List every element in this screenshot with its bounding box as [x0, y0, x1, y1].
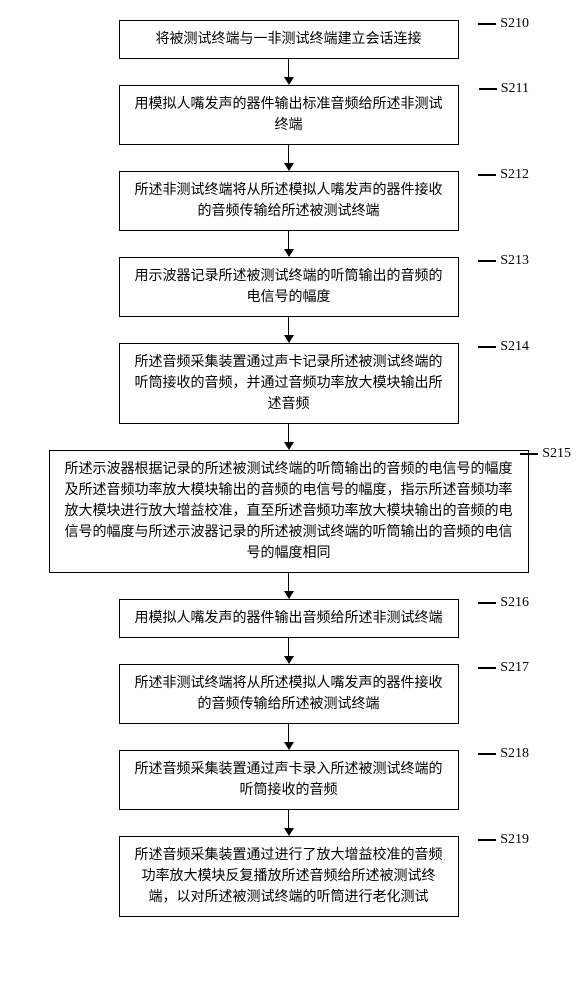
step-node: 用模拟人嘴发声的器件输出音频给所述非测试终端	[119, 599, 459, 638]
step-id: S212	[500, 167, 529, 182]
arrow	[284, 59, 294, 85]
step-row-S210: 将被测试终端与一非测试终端建立会话连接 S210	[10, 20, 567, 59]
step-label: S213	[478, 253, 529, 269]
step-row-S215: 所述示波器根据记录的所述被测试终端的听筒输出的音频的电信号的幅度及所述音频功率放…	[10, 450, 567, 573]
arrow	[284, 145, 294, 171]
step-label: S216	[478, 595, 529, 611]
arrow	[284, 724, 294, 750]
step-node: 所述非测试终端将从所述模拟人嘴发声的器件接收的音频传输给所述被测试终端	[119, 664, 459, 724]
step-label: S211	[479, 81, 529, 97]
step-label: S219	[478, 832, 529, 848]
step-id: S218	[500, 746, 529, 761]
step-row-S212: 所述非测试终端将从所述模拟人嘴发声的器件接收的音频传输给所述被测试终端 S212	[10, 171, 567, 231]
arrow	[284, 573, 294, 599]
step-node: 将被测试终端与一非测试终端建立会话连接	[119, 20, 459, 59]
step-node: 所述非测试终端将从所述模拟人嘴发声的器件接收的音频传输给所述被测试终端	[119, 171, 459, 231]
step-label: S210	[478, 16, 529, 32]
arrow	[284, 317, 294, 343]
step-row-S211: 用模拟人嘴发声的器件输出标准音频给所述非测试终端 S211	[10, 85, 567, 145]
step-row-S218: 所述音频采集装置通过声卡录入所述被测试终端的听筒接收的音频 S218	[10, 750, 567, 810]
step-node: 所述示波器根据记录的所述被测试终端的听筒输出的音频的电信号的幅度及所述音频功率放…	[49, 450, 529, 573]
step-row-S213: 用示波器记录所述被测试终端的听筒输出的音频的电信号的幅度 S213	[10, 257, 567, 317]
step-node: 所述音频采集装置通过声卡录入所述被测试终端的听筒接收的音频	[119, 750, 459, 810]
step-label: S214	[478, 339, 529, 355]
arrow	[284, 810, 294, 836]
step-id: S214	[500, 339, 529, 354]
step-node: 用示波器记录所述被测试终端的听筒输出的音频的电信号的幅度	[119, 257, 459, 317]
step-id: S213	[500, 253, 529, 268]
step-id: S210	[500, 16, 529, 31]
arrow	[284, 424, 294, 450]
arrow	[284, 231, 294, 257]
step-label: S212	[478, 167, 529, 183]
step-id: S215	[542, 446, 571, 461]
step-row-S219: 所述音频采集装置通过进行了放大增益校准的音频功率放大模块反复播放所述音频给所述被…	[10, 836, 567, 917]
step-row-S214: 所述音频采集装置通过声卡记录所述被测试终端的听筒接收的音频，并通过音频功率放大模…	[10, 343, 567, 424]
step-node: 用模拟人嘴发声的器件输出标准音频给所述非测试终端	[119, 85, 459, 145]
step-label: S218	[478, 746, 529, 762]
step-node: 所述音频采集装置通过声卡记录所述被测试终端的听筒接收的音频，并通过音频功率放大模…	[119, 343, 459, 424]
flowchart: 将被测试终端与一非测试终端建立会话连接 S210 用模拟人嘴发声的器件输出标准音…	[10, 20, 567, 917]
step-node: 所述音频采集装置通过进行了放大增益校准的音频功率放大模块反复播放所述音频给所述被…	[119, 836, 459, 917]
step-id: S211	[501, 81, 529, 96]
step-label: S217	[478, 660, 529, 676]
step-row-S217: 所述非测试终端将从所述模拟人嘴发声的器件接收的音频传输给所述被测试终端 S217	[10, 664, 567, 724]
step-label: S215	[520, 446, 571, 462]
step-id: S217	[500, 660, 529, 675]
step-row-S216: 用模拟人嘴发声的器件输出音频给所述非测试终端 S216	[10, 599, 567, 638]
step-id: S219	[500, 832, 529, 847]
arrow	[284, 638, 294, 664]
step-id: S216	[500, 595, 529, 610]
